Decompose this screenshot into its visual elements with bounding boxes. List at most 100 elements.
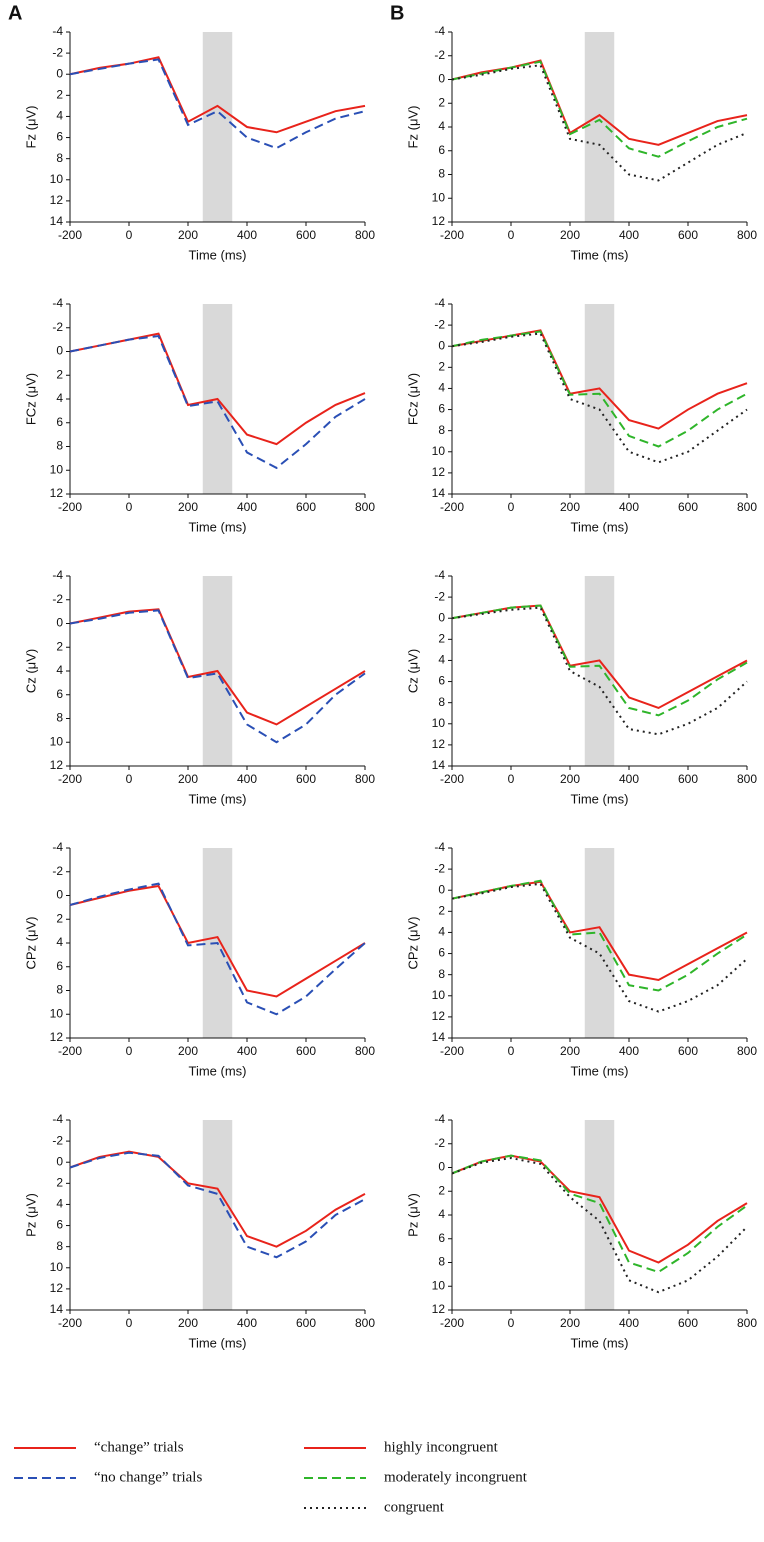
- y-tick-label: 12: [50, 1030, 64, 1044]
- y-tick-label: 8: [438, 695, 445, 709]
- x-tick-label: -200: [440, 228, 464, 242]
- shaded-window: [584, 32, 615, 222]
- y-tick-label: 14: [432, 758, 446, 772]
- y-tick-label: 8: [56, 439, 63, 453]
- series-line: [69, 1150, 366, 1248]
- y-tick-label: 10: [50, 172, 64, 186]
- x-tick-label: 600: [678, 1316, 698, 1330]
- y-tick-label: 12: [432, 1302, 446, 1316]
- y-tick-label: 0: [56, 344, 63, 358]
- y-tick-label: 0: [56, 1154, 63, 1168]
- x-tick-label: 200: [178, 1044, 198, 1058]
- y-tick-label: 4: [56, 391, 63, 405]
- y-tick-label: 10: [432, 190, 446, 204]
- x-tick-label: 800: [355, 1316, 375, 1330]
- y-tick-label: 6: [438, 946, 445, 960]
- y-tick-label: 12: [432, 1009, 446, 1023]
- x-tick-label: 200: [560, 772, 580, 786]
- x-tick-label: 800: [737, 228, 757, 242]
- y-axis-label: Cz (μV): [405, 649, 420, 693]
- x-tick-label: 600: [678, 1044, 698, 1058]
- series-line: [69, 884, 366, 998]
- y-tick-label: 4: [438, 925, 445, 939]
- y-tick-label: 6: [56, 959, 63, 973]
- y-tick-label: 4: [56, 109, 63, 123]
- x-tick-label: 600: [678, 228, 698, 242]
- x-tick-label: 0: [508, 228, 515, 242]
- y-tick-label: 12: [50, 1281, 64, 1295]
- y-tick-label: 8: [56, 151, 63, 165]
- y-tick-label: 10: [432, 716, 446, 730]
- series-line: [451, 330, 748, 448]
- y-tick-label: 0: [56, 888, 63, 902]
- y-axis-label: FCz (μV): [405, 373, 420, 425]
- series-line: [451, 64, 748, 182]
- x-tick-label: 200: [178, 1316, 198, 1330]
- x-tick-label: 800: [737, 1316, 757, 1330]
- x-tick-label: 800: [355, 228, 375, 242]
- x-tick-label: -200: [58, 772, 82, 786]
- y-tick-label: 0: [438, 72, 445, 86]
- x-tick-label: -200: [440, 500, 464, 514]
- y-tick-label: -4: [52, 1112, 63, 1126]
- y-tick-label: 12: [432, 214, 446, 228]
- x-tick-label: 400: [619, 500, 639, 514]
- y-tick-label: 2: [56, 367, 63, 381]
- x-tick-label: 0: [508, 772, 515, 786]
- y-tick-label: 6: [438, 674, 445, 688]
- y-tick-label: 2: [56, 639, 63, 653]
- y-tick-label: 2: [438, 360, 445, 374]
- y-axis-label: Pz (μV): [23, 1193, 38, 1237]
- series-line: [451, 332, 748, 464]
- y-tick-label: 0: [438, 1160, 445, 1174]
- y-tick-label: 10: [50, 1006, 64, 1020]
- y-tick-label: 6: [56, 1218, 63, 1232]
- y-tick-label: 10: [50, 1260, 64, 1274]
- y-tick-label: 4: [56, 663, 63, 677]
- y-tick-label: -4: [434, 840, 445, 854]
- y-tick-label: 0: [438, 882, 445, 896]
- y-tick-label: 14: [432, 486, 446, 500]
- x-tick-label: 200: [560, 500, 580, 514]
- x-tick-label: 600: [296, 1316, 316, 1330]
- y-axis-label: Pz (μV): [405, 1193, 420, 1237]
- x-tick-label: 200: [560, 1044, 580, 1058]
- y-tick-label: 10: [50, 734, 64, 748]
- y-tick-label: 6: [56, 415, 63, 429]
- y-tick-label: 8: [438, 1255, 445, 1269]
- legend-label: highly incongruent: [384, 1439, 499, 1455]
- x-tick-label: -200: [58, 228, 82, 242]
- x-axis-label: Time (ms): [570, 247, 628, 262]
- x-tick-label: 800: [737, 500, 757, 514]
- series-line: [69, 334, 366, 470]
- x-tick-label: 0: [126, 228, 133, 242]
- series-line: [69, 609, 366, 744]
- y-tick-label: 2: [56, 911, 63, 925]
- x-axis-label: Time (ms): [570, 1335, 628, 1350]
- y-tick-label: 2: [438, 1183, 445, 1197]
- y-tick-label: 12: [50, 193, 64, 207]
- y-axis-label: CPz (μV): [23, 917, 38, 970]
- shaded-window: [202, 1120, 233, 1310]
- x-tick-label: 800: [737, 772, 757, 786]
- y-tick-label: 4: [438, 1207, 445, 1221]
- series-line: [451, 1154, 748, 1264]
- y-tick-label: 6: [56, 130, 63, 144]
- x-axis-label: Time (ms): [188, 519, 246, 534]
- x-tick-label: 0: [508, 500, 515, 514]
- y-tick-label: 2: [438, 632, 445, 646]
- x-tick-label: 400: [619, 228, 639, 242]
- y-tick-label: 12: [432, 737, 446, 751]
- y-tick-label: 12: [50, 486, 64, 500]
- y-tick-label: 4: [438, 653, 445, 667]
- y-tick-label: 0: [56, 616, 63, 630]
- series-line: [69, 1151, 366, 1259]
- y-tick-label: 10: [50, 462, 64, 476]
- x-tick-label: -200: [58, 1316, 82, 1330]
- y-tick-label: 0: [438, 610, 445, 624]
- x-tick-label: 600: [678, 500, 698, 514]
- y-tick-label: 8: [56, 1239, 63, 1253]
- y-tick-label: -2: [434, 861, 445, 875]
